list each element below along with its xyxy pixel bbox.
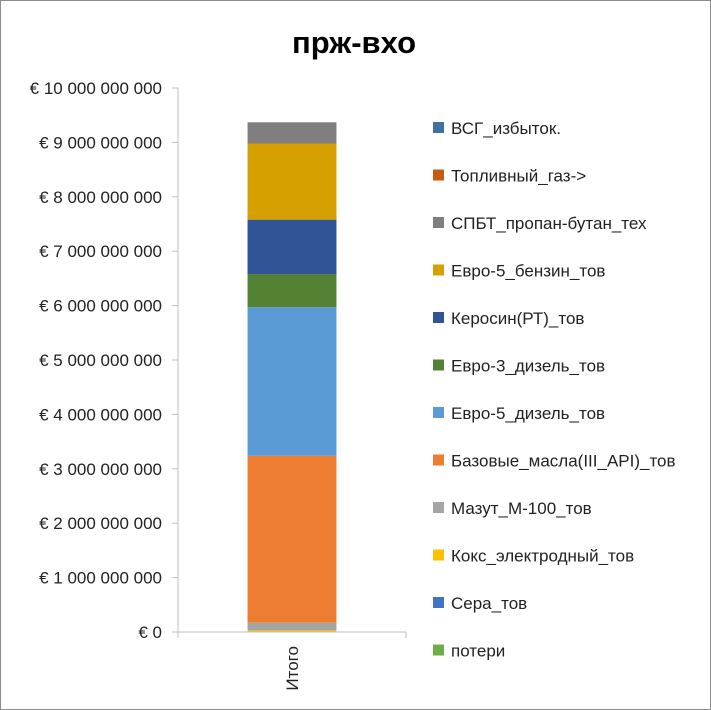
legend-label: СПБТ_пропан-бутан_тех — [451, 214, 647, 233]
y-tick-label: € 0 — [138, 623, 162, 642]
bar-segment — [247, 122, 337, 144]
bar-segment — [247, 630, 337, 632]
y-tick-label: € 4 000 000 000 — [39, 405, 162, 424]
legend: ВСГ_избыток. Топливный_газ-> СПБТ_пропан-б… — [433, 119, 676, 661]
y-tick-label: € 10 000 000 000 — [30, 79, 162, 98]
legend-label: потери — [451, 642, 505, 661]
bar-segment — [247, 307, 337, 456]
legend-label: Топливный_газ-> — [451, 167, 586, 186]
legend-swatch — [433, 597, 444, 608]
bar-segment — [247, 219, 337, 275]
legend-swatch — [433, 502, 444, 513]
legend-swatch — [433, 454, 444, 466]
legend-swatch — [433, 122, 444, 133]
bar-segment — [247, 274, 337, 308]
bar-segment — [247, 143, 337, 220]
y-tick-label: € 7 000 000 000 — [39, 242, 162, 261]
legend-label: Базовые_масла(III_API)_тов — [451, 452, 676, 471]
bar-segment — [247, 622, 337, 631]
category-label: Итого — [283, 646, 302, 691]
legend-swatch — [433, 549, 444, 561]
y-tick-label: € 6 000 000 000 — [39, 297, 162, 316]
legend-swatch — [433, 264, 444, 276]
y-tick-label: € 2 000 000 000 — [39, 514, 162, 533]
y-tick-label: € 1 000 000 000 — [39, 569, 162, 588]
y-tick-label: € 3 000 000 000 — [39, 460, 162, 479]
chart-title: прж-вхо — [292, 25, 416, 60]
legend-label: ВСГ_избыток. — [451, 119, 561, 138]
legend-label: Кокс_электродный_тов — [451, 547, 634, 566]
legend-swatch — [433, 169, 444, 181]
legend-swatch — [433, 644, 444, 656]
legend-label: Евро-3_дизель_тов — [451, 357, 605, 376]
bar-stack — [247, 122, 337, 632]
bar-segment — [247, 455, 337, 623]
legend-label: Керосин(РТ)_тов — [451, 309, 584, 328]
legend-label: Евро-5_бензин_тов — [451, 262, 605, 281]
legend-label: Сера_тов — [451, 594, 527, 613]
legend-swatch — [433, 407, 444, 418]
legend-swatch — [433, 217, 444, 228]
y-axis: € 0 € 1 000 000 000 € 2 000 000 000 € 3 000… — [30, 79, 179, 642]
legend-swatch — [433, 312, 444, 323]
legend-label: Евро-5_дизель_тов — [451, 404, 605, 423]
y-tick-label: € 8 000 000 000 — [39, 188, 162, 207]
legend-swatch — [433, 359, 444, 371]
y-tick-label: € 5 000 000 000 — [39, 351, 162, 370]
y-tick-label: € 9 000 000 000 — [39, 133, 162, 152]
legend-label: Мазут_М-100_тов — [451, 499, 592, 518]
x-axis: Итого — [177, 631, 407, 691]
